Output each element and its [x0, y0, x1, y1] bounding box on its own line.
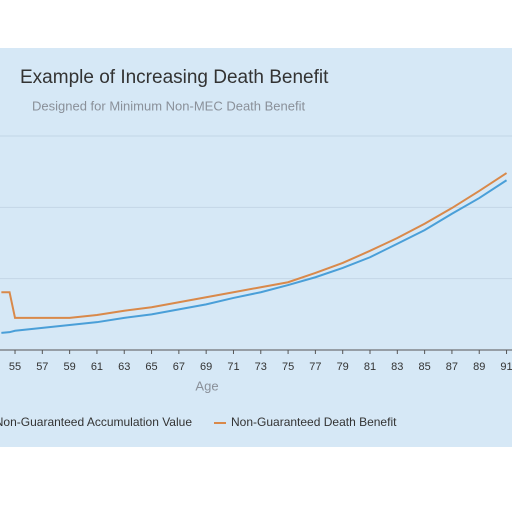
series-line	[1, 179, 508, 334]
series-line	[1, 172, 508, 319]
x-tick-label: 55	[9, 361, 21, 373]
legend-label: Non-Guaranteed Death Benefit	[231, 415, 397, 429]
x-tick-label: 71	[227, 361, 239, 373]
x-tick-label: 91	[500, 361, 512, 373]
x-tick-label: 79	[337, 361, 349, 373]
x-tick-label: 63	[118, 361, 130, 373]
x-tick-label: 89	[473, 361, 485, 373]
x-tick-label: 85	[418, 361, 430, 373]
x-tick-label: 65	[145, 361, 157, 373]
x-tick-label: 81	[364, 361, 376, 373]
x-axis-label: Age	[195, 378, 218, 393]
x-tick-label: 57	[36, 361, 48, 373]
x-tick-label: 61	[91, 361, 103, 373]
x-tick-label: 59	[64, 361, 76, 373]
x-tick-label: 73	[255, 361, 267, 373]
x-tick-label: 83	[391, 361, 403, 373]
x-tick-label: 69	[200, 361, 212, 373]
chart-panel	[0, 48, 512, 447]
chart-subtitle: Designed for Minimum Non-MEC Death Benef…	[32, 98, 305, 113]
x-tick-label: 67	[173, 361, 185, 373]
legend-label: Non-Guaranteed Accumulation Value	[0, 415, 192, 429]
chart-title: Example of Increasing Death Benefit	[20, 67, 329, 88]
x-tick-label: 75	[282, 361, 294, 373]
x-tick-label: 77	[309, 361, 321, 373]
x-tick-label: 87	[446, 361, 458, 373]
